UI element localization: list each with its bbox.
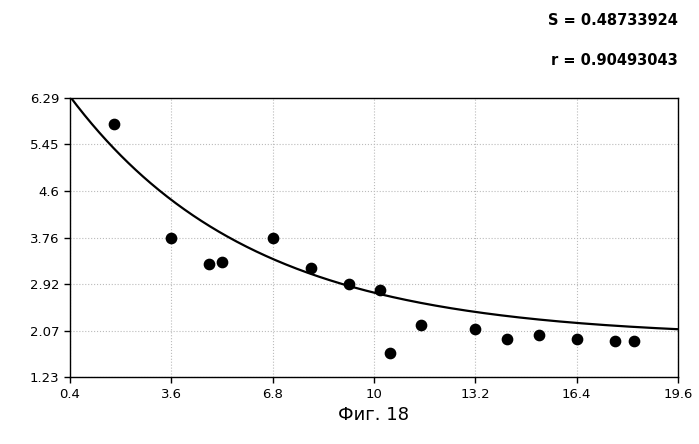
Point <box>375 286 386 293</box>
Point <box>416 321 427 329</box>
Point <box>267 234 278 241</box>
Point <box>571 336 582 343</box>
Point <box>305 265 316 272</box>
Point <box>470 326 481 333</box>
Point <box>501 336 512 343</box>
Point <box>108 120 120 127</box>
Text: r = 0.90493043: r = 0.90493043 <box>552 53 678 68</box>
Point <box>384 349 396 356</box>
Text: S = 0.48733924: S = 0.48733924 <box>548 13 678 28</box>
Point <box>203 261 215 268</box>
Point <box>217 258 228 266</box>
Point <box>628 338 640 345</box>
Point <box>533 331 545 338</box>
Point <box>166 234 177 241</box>
Point <box>343 281 354 288</box>
X-axis label: Фиг. 18: Фиг. 18 <box>338 406 410 424</box>
Point <box>609 338 620 345</box>
